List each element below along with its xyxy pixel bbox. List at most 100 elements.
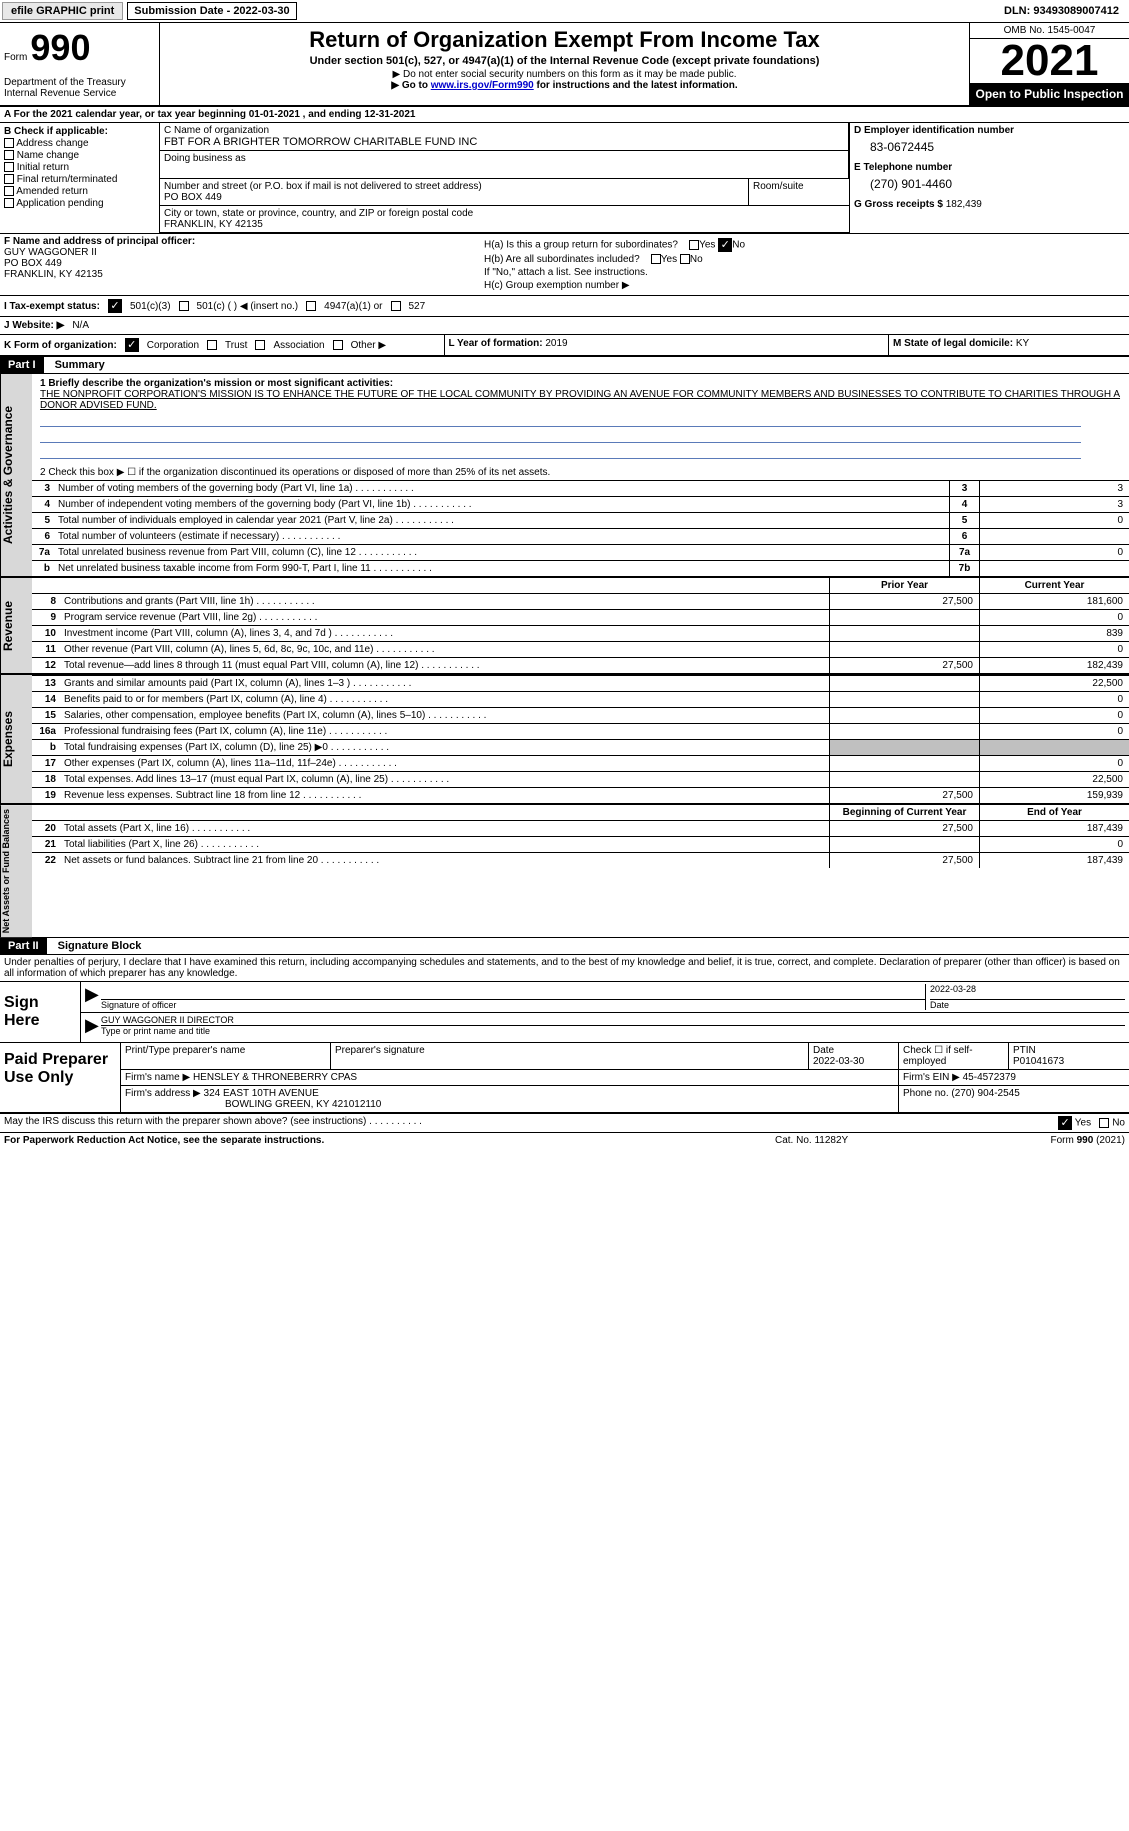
line-12: 12 Total revenue—add lines 8 through 11 … xyxy=(32,657,1129,673)
col-d: D Employer identification number 83-0672… xyxy=(849,123,1129,233)
tax-year: 2021 xyxy=(970,39,1129,83)
hb-note: If "No," attach a list. See instructions… xyxy=(484,267,1125,278)
cat-no: Cat. No. 11282Y xyxy=(775,1135,975,1146)
name-label: C Name of organization xyxy=(164,125,844,136)
line-19: 19 Revenue less expenses. Subtract line … xyxy=(32,787,1129,803)
firm-ein: 45-4572379 xyxy=(963,1072,1016,1083)
irs-link[interactable]: www.irs.gov/Form990 xyxy=(431,80,534,91)
part-i-num: Part I xyxy=(0,357,44,373)
entity-block: B Check if applicable: Address change Na… xyxy=(0,123,1129,234)
chk-initial[interactable]: Initial return xyxy=(4,162,155,173)
line-17: 17 Other expenses (Part IX, column (A), … xyxy=(32,755,1129,771)
col-h: H(a) Is this a group return for subordin… xyxy=(480,234,1129,295)
prep-self-emp: Check ☐ if self-employed xyxy=(899,1043,1009,1069)
line-14: 14 Benefits paid to or for members (Part… xyxy=(32,691,1129,707)
chk-501c3: ✓ xyxy=(108,299,122,313)
row-i: I Tax-exempt status: ✓ 501(c)(3) 501(c) … xyxy=(0,296,1129,317)
hdr-prior: Prior Year xyxy=(829,578,979,593)
chk-pending[interactable]: Application pending xyxy=(4,198,155,209)
officer-addr2: FRANKLIN, KY 42135 xyxy=(4,269,476,280)
dln: DLN: 93493089007412 xyxy=(1004,5,1127,17)
line-7a: 7a Total unrelated business revenue from… xyxy=(32,544,1129,560)
city-label: City or town, state or province, country… xyxy=(164,208,845,219)
chk-amended[interactable]: Amended return xyxy=(4,186,155,197)
room-label: Room/suite xyxy=(749,179,849,206)
hc-label: H(c) Group exemption number ▶ xyxy=(484,280,1125,291)
fgh-row: F Name and address of principal officer:… xyxy=(0,234,1129,296)
line-20: 20 Total assets (Part X, line 16) 27,500… xyxy=(32,820,1129,836)
efile-button[interactable]: efile GRAPHIC print xyxy=(2,2,123,20)
preparer-block: Paid Preparer Use Only Print/Type prepar… xyxy=(0,1043,1129,1114)
part-ii-header: Part II Signature Block xyxy=(0,937,1129,955)
sig-date-label: Date xyxy=(930,1000,1125,1010)
note2-pre: ▶ Go to xyxy=(391,80,430,91)
line-21: 21 Total liabilities (Part X, line 26) 0 xyxy=(32,836,1129,852)
line-3: 3 Number of voting members of the govern… xyxy=(32,480,1129,496)
org-name: FBT FOR A BRIGHTER TOMORROW CHARITABLE F… xyxy=(164,136,844,148)
hdr-end: End of Year xyxy=(979,805,1129,820)
ha-no-check: ✓ xyxy=(718,238,732,252)
sig-declaration: Under penalties of perjury, I declare th… xyxy=(0,955,1129,981)
side-expenses: Expenses xyxy=(0,675,32,803)
line-b: b Total fundraising expenses (Part IX, c… xyxy=(32,739,1129,755)
l-value: 2019 xyxy=(545,338,567,349)
officer-label: F Name and address of principal officer: xyxy=(4,236,476,247)
j-label: J Website: ▶ xyxy=(4,320,64,331)
col-b: B Check if applicable: Address change Na… xyxy=(0,123,160,233)
line-5: 5 Total number of individuals employed i… xyxy=(32,512,1129,528)
line-8: 8 Contributions and grants (Part VIII, l… xyxy=(32,593,1129,609)
org-city: FRANKLIN, KY 42135 xyxy=(164,219,845,230)
form-subtitle: Under section 501(c), 527, or 4947(a)(1)… xyxy=(164,55,965,67)
ha-label: H(a) Is this a group return for subordin… xyxy=(484,240,678,251)
line-15: 15 Salaries, other compensation, employe… xyxy=(32,707,1129,723)
prep-sig-label: Preparer's signature xyxy=(331,1043,809,1069)
chk-name[interactable]: Name change xyxy=(4,150,155,161)
sig-officer-label: Signature of officer xyxy=(101,1000,925,1010)
line-2: 2 Check this box ▶ ☐ if the organization… xyxy=(32,465,1129,480)
prep-date: 2022-03-30 xyxy=(813,1056,864,1067)
pra-notice: For Paperwork Reduction Act Notice, see … xyxy=(4,1135,775,1146)
side-governance: Activities & Governance xyxy=(0,374,32,576)
phone-label: E Telephone number xyxy=(854,162,1125,173)
chk-address[interactable]: Address change xyxy=(4,138,155,149)
line-11: 11 Other revenue (Part VIII, column (A),… xyxy=(32,641,1129,657)
firm-addr2: BOWLING GREEN, KY 421012110 xyxy=(225,1099,381,1110)
discuss-q: May the IRS discuss this return with the… xyxy=(4,1116,366,1127)
officer-name: GUY WAGGONER II xyxy=(4,247,476,258)
i-label: I Tax-exempt status: xyxy=(4,301,100,312)
form-prefix: Form xyxy=(4,52,27,63)
line-22: 22 Net assets or fund balances. Subtract… xyxy=(32,852,1129,868)
prep-ptin: P01041673 xyxy=(1013,1056,1064,1067)
sig-name-label: Type or print name and title xyxy=(101,1026,1125,1036)
org-address: PO BOX 449 xyxy=(164,192,744,203)
mission-text: THE NONPROFIT CORPORATION'S MISSION IS T… xyxy=(40,389,1121,411)
submission-date: Submission Date - 2022-03-30 xyxy=(127,2,296,20)
form-footer: 990 xyxy=(1077,1135,1094,1146)
gross-label: G Gross receipts $ xyxy=(854,199,943,210)
preparer-title: Paid Preparer Use Only xyxy=(0,1043,120,1112)
m-value: KY xyxy=(1016,338,1029,349)
line-16a: 16a Professional fundraising fees (Part … xyxy=(32,723,1129,739)
side-revenue: Revenue xyxy=(0,578,32,673)
chk-corp: ✓ xyxy=(125,338,139,352)
prep-name-label: Print/Type preparer's name xyxy=(121,1043,331,1069)
form-note-1: ▶ Do not enter social security numbers o… xyxy=(164,69,965,80)
k-label: K Form of organization: xyxy=(4,340,117,351)
m-label: M State of legal domicile: xyxy=(893,338,1013,349)
side-balances: Net Assets or Fund Balances xyxy=(0,805,32,937)
sig-date: 2022-03-28 xyxy=(930,984,1125,1000)
hdr-current: Current Year xyxy=(979,578,1129,593)
sign-here-block: Sign Here ▶ Signature of officer 2022-03… xyxy=(0,981,1129,1043)
open-public: Open to Public Inspection xyxy=(970,83,1129,105)
form-title: Return of Organization Exempt From Incom… xyxy=(164,27,965,53)
part-i-title: Summary xyxy=(47,357,113,373)
line-6: 6 Total number of volunteers (estimate i… xyxy=(32,528,1129,544)
line-13: 13 Grants and similar amounts paid (Part… xyxy=(32,675,1129,691)
hb-label: H(b) Are all subordinates included? xyxy=(484,254,640,265)
phone-value: (270) 901-4460 xyxy=(870,177,1125,191)
col-f: F Name and address of principal officer:… xyxy=(0,234,480,295)
line-4: 4 Number of independent voting members o… xyxy=(32,496,1129,512)
chk-final[interactable]: Final return/terminated xyxy=(4,174,155,185)
part-ii-title: Signature Block xyxy=(50,938,150,954)
form-number: 990 xyxy=(30,27,90,68)
